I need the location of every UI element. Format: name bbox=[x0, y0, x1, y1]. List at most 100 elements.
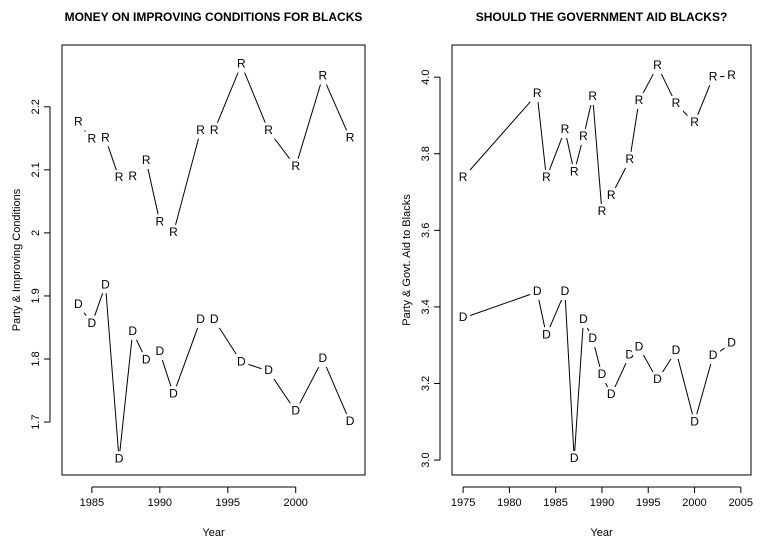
x-tick-label: 1990 bbox=[148, 497, 172, 509]
point: D bbox=[570, 451, 579, 465]
point: R bbox=[169, 225, 178, 239]
point-gap bbox=[557, 283, 572, 300]
point: R bbox=[115, 170, 124, 184]
point: D bbox=[155, 344, 164, 358]
point-gap bbox=[594, 367, 609, 384]
point-gap bbox=[166, 224, 181, 241]
point-gap bbox=[631, 339, 646, 356]
point: D bbox=[346, 414, 355, 428]
point-gap bbox=[288, 403, 303, 420]
point-gap bbox=[687, 414, 702, 431]
series-line bbox=[77, 63, 351, 234]
plot-box bbox=[61, 44, 366, 476]
point: R bbox=[196, 123, 205, 137]
point-gap bbox=[687, 114, 702, 131]
point: R bbox=[291, 159, 300, 173]
point-gap bbox=[343, 414, 358, 431]
point: D bbox=[635, 339, 644, 353]
point-gap bbox=[152, 214, 167, 231]
x-axis-label: Year bbox=[590, 527, 613, 539]
point-gap bbox=[567, 164, 582, 181]
point-gap bbox=[594, 203, 609, 220]
chart-title: SHOULD THE GOVERNMENT AID BLACKS? bbox=[476, 10, 728, 24]
point: D bbox=[561, 284, 570, 298]
point-gap bbox=[193, 122, 208, 139]
point: R bbox=[264, 123, 273, 137]
y-tick-label: 3.0 bbox=[420, 452, 432, 467]
point-gap bbox=[539, 169, 554, 186]
y-tick-label: 1.9 bbox=[30, 288, 42, 303]
point: D bbox=[542, 327, 551, 341]
point: D bbox=[128, 324, 137, 338]
point-gap bbox=[585, 89, 600, 106]
point-gap bbox=[98, 277, 113, 294]
y-tick-label: 1.7 bbox=[30, 414, 42, 429]
point: R bbox=[635, 93, 644, 107]
point: R bbox=[588, 89, 597, 103]
point: D bbox=[607, 387, 616, 401]
point: D bbox=[598, 367, 607, 381]
x-tick-label: 1990 bbox=[590, 497, 614, 509]
y-tick-label: 2 bbox=[30, 230, 42, 236]
point: D bbox=[264, 363, 273, 377]
point: R bbox=[459, 170, 468, 184]
point: D bbox=[196, 312, 205, 326]
point-gap bbox=[261, 122, 276, 139]
point-gap bbox=[125, 323, 140, 340]
point-gap bbox=[315, 350, 330, 367]
series-line bbox=[462, 291, 732, 459]
point: D bbox=[459, 310, 468, 324]
point: D bbox=[653, 372, 662, 386]
point-gap bbox=[152, 344, 167, 361]
y-tick-label: 3.8 bbox=[420, 146, 432, 161]
point-gap bbox=[207, 311, 222, 328]
point-gap bbox=[530, 283, 545, 300]
point: R bbox=[672, 96, 681, 110]
point: D bbox=[115, 451, 124, 465]
point-gap bbox=[650, 58, 665, 75]
point-gap bbox=[84, 131, 99, 148]
point: R bbox=[533, 86, 542, 100]
point-gap bbox=[706, 69, 721, 86]
point-gap bbox=[343, 130, 358, 147]
point: R bbox=[237, 57, 246, 71]
point: D bbox=[169, 386, 178, 400]
point-gap bbox=[669, 95, 684, 112]
point: D bbox=[588, 331, 597, 345]
point: R bbox=[709, 69, 718, 83]
y-tick-label: 2.2 bbox=[30, 99, 42, 114]
y-tick-label: 3.6 bbox=[420, 223, 432, 238]
y-axis-label: Party & Govt. Aid to Blacks bbox=[401, 194, 413, 326]
point: R bbox=[607, 188, 616, 202]
point-gap bbox=[456, 169, 471, 186]
point: R bbox=[88, 132, 97, 146]
point-gap bbox=[261, 362, 276, 379]
point: R bbox=[570, 164, 579, 178]
point: D bbox=[210, 312, 219, 326]
point: D bbox=[690, 414, 699, 428]
point: R bbox=[653, 58, 662, 72]
x-tick-label: 2000 bbox=[682, 497, 706, 509]
plot-box bbox=[451, 44, 752, 476]
point: D bbox=[291, 403, 300, 417]
point-gap bbox=[288, 158, 303, 175]
y-axis-label: Party & Improving Conditions bbox=[11, 188, 23, 331]
x-tick-label: 2000 bbox=[283, 497, 307, 509]
point-gap bbox=[207, 122, 222, 139]
point-gap bbox=[98, 130, 113, 147]
point-gap bbox=[650, 372, 665, 389]
point: D bbox=[101, 277, 110, 291]
point-gap bbox=[234, 354, 249, 371]
x-tick-label: 2005 bbox=[729, 497, 753, 509]
series-line bbox=[462, 64, 732, 214]
point: R bbox=[319, 69, 328, 83]
point-gap bbox=[724, 335, 739, 352]
point: D bbox=[74, 297, 83, 311]
point: D bbox=[727, 335, 736, 349]
point-gap bbox=[604, 187, 619, 204]
chart-title: MONEY ON IMPROVING CONDITIONS FOR BLACKS bbox=[65, 10, 363, 24]
y-tick-label: 1.8 bbox=[30, 351, 42, 366]
point-gap bbox=[112, 170, 127, 187]
point: D bbox=[672, 343, 681, 357]
point-gap bbox=[315, 68, 330, 85]
